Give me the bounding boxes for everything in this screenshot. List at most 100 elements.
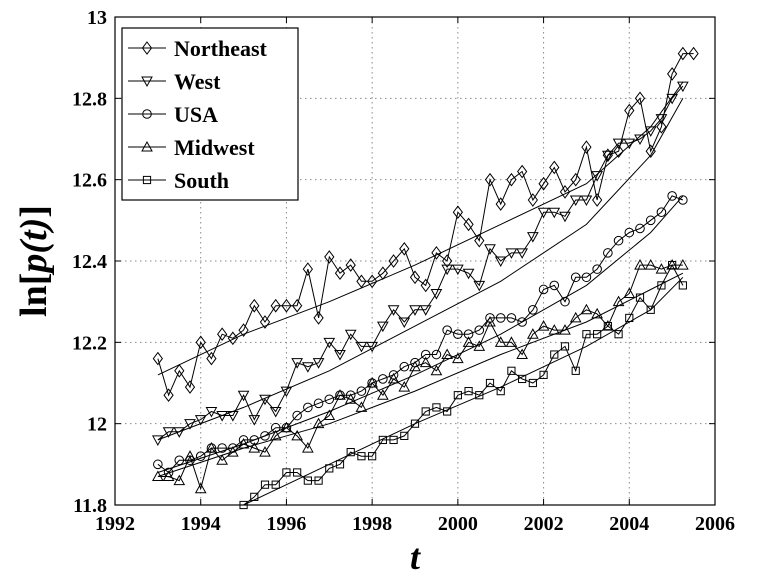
data-point-west: [194, 415, 207, 426]
data-point-south: [678, 281, 687, 290]
data-point-northeast: [409, 270, 421, 285]
data-point-midwest: [205, 442, 218, 453]
data-point-west: [162, 427, 175, 438]
data-point-northeast: [474, 233, 485, 248]
x-tick-label: 2004: [609, 513, 649, 535]
data-point-northeast: [270, 298, 281, 313]
data-point-midwest: [634, 259, 646, 270]
data-point-usa: [324, 394, 335, 405]
legend-label-midwest: Midwest: [174, 135, 255, 160]
legend-label-usa: USA: [174, 102, 218, 127]
data-point-midwest: [559, 324, 571, 335]
fit-line-midwest: [157, 272, 684, 477]
data-point-usa: [592, 264, 602, 274]
data-point-northeast: [506, 172, 517, 187]
data-point-northeast: [174, 363, 185, 378]
data-point-south: [614, 330, 623, 339]
data-point-midwest: [152, 470, 164, 482]
series-midwest: [152, 259, 689, 494]
data-point-midwest: [344, 393, 357, 404]
data-point-midwest: [216, 454, 228, 465]
data-point-northeast: [452, 205, 463, 220]
data-point-midwest: [173, 474, 186, 486]
data-point-northeast: [238, 323, 249, 337]
data-point-south: [550, 350, 559, 359]
data-point-midwest: [419, 356, 432, 368]
legend-marker-south: [142, 175, 152, 185]
data-point-usa: [174, 455, 185, 466]
data-point-west: [323, 337, 336, 349]
data-point-west: [237, 390, 250, 402]
data-point-northeast: [249, 298, 260, 313]
data-point-west: [355, 341, 368, 353]
data-point-midwest: [591, 307, 603, 319]
data-point-west: [291, 358, 303, 369]
x-tick-label: 2002: [524, 513, 564, 535]
x-tick-label: 1996: [266, 513, 306, 535]
data-point-midwest: [387, 372, 400, 384]
data-point-midwest: [677, 259, 689, 270]
data-line-midwest: [157, 264, 683, 491]
data-point-midwest: [644, 259, 657, 270]
data-point-midwest: [527, 328, 539, 339]
data-point-south: [410, 419, 420, 428]
data-point-south: [368, 452, 377, 461]
data-point-west: [634, 134, 646, 146]
y-tick-label: 12.4: [72, 251, 107, 273]
data-point-northeast: [399, 241, 410, 256]
data-point-usa: [260, 431, 270, 441]
data-point-midwest: [537, 320, 550, 331]
data-point-midwest: [516, 348, 528, 360]
y-tick-label: 12.2: [72, 332, 107, 354]
data-line-west: [157, 85, 684, 441]
data-point-west: [452, 264, 464, 276]
data-point-northeast: [592, 193, 603, 207]
data-point-northeast: [549, 160, 560, 175]
data-point-usa: [474, 325, 485, 335]
x-tick-label: 1992: [95, 513, 135, 535]
data-point-northeast: [259, 315, 271, 329]
data-point-west: [602, 150, 614, 162]
data-point-south: [464, 387, 473, 396]
data-point-midwest: [194, 482, 207, 494]
data-point-south: [668, 260, 677, 270]
data-point-west: [527, 232, 539, 243]
legend-label-northeast: Northeast: [174, 36, 268, 61]
data-point-west: [559, 211, 571, 223]
data-point-usa: [442, 325, 452, 335]
data-point-usa: [549, 280, 560, 291]
data-point-south: [593, 330, 602, 339]
data-point-west: [269, 406, 282, 418]
data-point-west: [280, 386, 293, 398]
data-point-northeast: [463, 217, 474, 232]
data-point-midwest: [291, 429, 303, 441]
data-point-west: [612, 138, 625, 150]
data-point-usa: [570, 272, 581, 283]
data-point-usa: [528, 305, 538, 315]
data-point-west: [419, 305, 432, 316]
data-point-west: [377, 321, 389, 333]
data-point-west: [516, 248, 528, 259]
data-point-south: [303, 476, 312, 485]
y-tick-label: 12.6: [72, 170, 107, 192]
data-point-south: [421, 407, 430, 416]
legend-label-west: West: [174, 69, 221, 94]
data-point-usa: [645, 215, 656, 226]
fit-line-south: [243, 276, 684, 506]
data-point-south: [582, 330, 591, 339]
data-point-midwest: [505, 336, 518, 347]
data-point-northeast: [377, 266, 388, 281]
series-layer: [152, 46, 699, 510]
data-point-midwest: [259, 446, 271, 457]
data-point-south: [357, 452, 366, 461]
data-point-midwest: [302, 442, 314, 453]
data-point-west: [677, 81, 689, 93]
data-point-usa: [656, 207, 667, 217]
data-point-south: [271, 480, 280, 489]
fit-line-usa: [157, 195, 684, 473]
data-point-west: [569, 195, 582, 207]
series-west: [152, 81, 689, 446]
legend-marker-northeast: [141, 41, 153, 55]
data-point-usa: [538, 284, 549, 295]
data-point-midwest: [280, 421, 293, 433]
